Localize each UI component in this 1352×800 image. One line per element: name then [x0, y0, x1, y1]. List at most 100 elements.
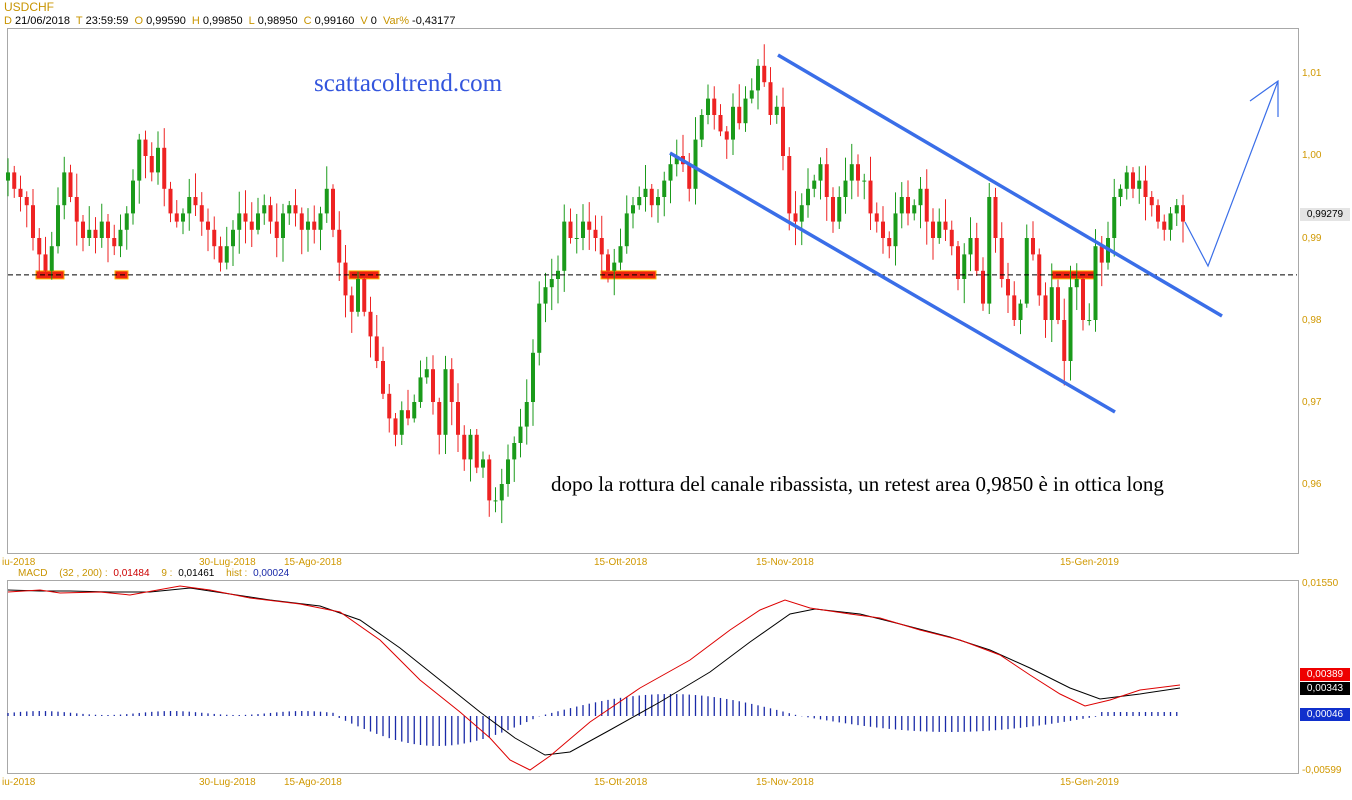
candle-body — [181, 213, 185, 222]
candle-body — [112, 238, 117, 247]
candle-body — [1056, 287, 1060, 320]
date-label: 30-Lug-2018 — [199, 557, 256, 568]
candle-body — [981, 270, 985, 304]
candle-body — [193, 197, 198, 206]
candle-body — [131, 180, 135, 214]
candle-body — [962, 254, 967, 279]
candle-body — [549, 279, 554, 288]
candle-body — [118, 229, 123, 247]
candle-body — [212, 229, 217, 247]
ohlc-readout: D 21/06/2018 T 23:59:59 O 0,99590 H 0,99850 … — [4, 15, 458, 27]
hist-label: hist : — [226, 568, 248, 579]
candle-body — [487, 459, 492, 501]
candle-body — [924, 188, 929, 222]
candle-body — [18, 188, 23, 197]
candle-body — [581, 221, 585, 238]
candle-body — [324, 188, 329, 214]
candle-body — [587, 221, 592, 230]
candle-body — [168, 188, 173, 214]
candle-body — [81, 221, 85, 238]
candle-body — [562, 221, 567, 271]
candle-body — [249, 221, 254, 230]
channel-upper-line — [777, 53, 1223, 318]
candle-body — [843, 180, 848, 197]
candle-body — [662, 180, 667, 197]
candle-body — [418, 377, 423, 402]
price-tick: 0,97 — [1302, 397, 1322, 408]
projection-arrowhead — [1249, 79, 1279, 117]
candle-body — [1112, 197, 1117, 238]
candle-body — [462, 434, 467, 460]
candle-body — [618, 246, 623, 263]
candle-body — [124, 213, 129, 230]
candle-body — [481, 459, 485, 468]
candle-body — [68, 172, 73, 197]
price-tick: 0,98 — [1302, 315, 1322, 326]
candle-body — [1099, 246, 1104, 263]
candle-body — [699, 115, 704, 140]
candle-body — [137, 139, 142, 181]
candle-body — [406, 410, 410, 419]
candle-body — [218, 246, 223, 263]
candle-body — [312, 221, 317, 230]
candle-body — [543, 287, 548, 304]
candle-body — [881, 221, 885, 238]
candle-body — [1031, 238, 1035, 255]
candle-body — [1074, 279, 1079, 288]
candle-body — [24, 197, 29, 206]
candle-body — [1181, 205, 1185, 222]
candle-body — [731, 106, 735, 140]
candle-body — [799, 205, 804, 222]
candle-body — [668, 164, 673, 181]
ohlc-d-value: 21/06/2018 — [14, 15, 71, 27]
candle-body — [774, 106, 779, 115]
date-label: 15-Gen-2019 — [1060, 777, 1119, 788]
candle-body — [349, 295, 354, 312]
candle-body — [624, 213, 629, 247]
hist-value-tag: 0,00046 — [1300, 708, 1350, 721]
ohlc-h-value: 0,99850 — [202, 15, 243, 27]
candle-body — [1024, 238, 1029, 304]
ohlc-var-value: -0,43177 — [412, 15, 456, 27]
candle-body — [612, 262, 617, 271]
candle-body — [143, 139, 148, 156]
last-price-tag: 0,99279 — [1300, 208, 1350, 221]
watermark: scattacoltrend.com — [314, 70, 503, 97]
candle-body — [274, 221, 279, 238]
candle-body — [899, 197, 904, 214]
ohlc-c-value: 0,99160 — [314, 15, 355, 27]
candle-body — [637, 197, 642, 206]
candle-body — [499, 484, 504, 501]
candle-body — [574, 238, 579, 239]
candle-body — [12, 172, 17, 189]
candle-body — [937, 221, 942, 238]
macd-value-tag: 0,00389 — [1300, 668, 1350, 681]
candle-body — [174, 213, 179, 222]
candle-body — [43, 254, 48, 271]
candle-body — [224, 246, 229, 263]
candle-body — [818, 164, 823, 181]
ohlc-vol-value: 0 — [370, 15, 377, 27]
candle-body — [743, 98, 748, 124]
ohlc-var-label: Var% — [382, 15, 410, 27]
candle-body — [474, 434, 479, 468]
macd-panel[interactable] — [7, 580, 1299, 774]
candle-body — [1012, 295, 1017, 320]
candle-body — [968, 238, 973, 255]
candle-body — [1043, 295, 1048, 320]
annotation-text: dopo la rottura del canale ribassista, u… — [551, 472, 1164, 496]
projection-path — [1184, 80, 1279, 268]
date-label: 15-Gen-2019 — [1060, 557, 1119, 568]
candle-body — [1118, 188, 1123, 197]
candle-body — [1037, 254, 1042, 296]
candle-body — [93, 229, 98, 238]
price-tick: 1,00 — [1302, 150, 1322, 161]
ohlc-d-label: D — [4, 15, 12, 27]
candle-body — [712, 98, 717, 115]
candle-body — [449, 369, 454, 402]
candle-body — [724, 131, 729, 140]
candle-body — [1081, 279, 1085, 320]
price-tick: 0,99 — [1302, 233, 1322, 244]
candle-body — [868, 180, 873, 214]
